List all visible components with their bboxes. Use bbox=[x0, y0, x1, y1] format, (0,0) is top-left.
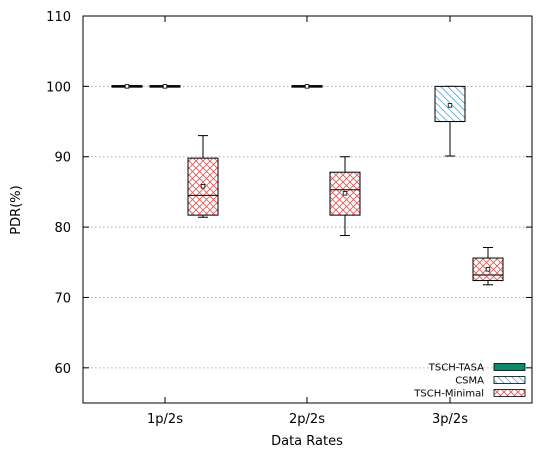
box-tsch-minimal-2p-2s bbox=[329, 156, 361, 237]
y-axis-ticks: 60 70 80 90 100 110 bbox=[46, 10, 532, 377]
y-tick-label: 90 bbox=[54, 151, 71, 166]
box-tsch-minimal-3p-2s bbox=[472, 246, 504, 286]
mean-marker bbox=[304, 84, 310, 89]
y-tick-label: 60 bbox=[54, 362, 71, 377]
box-csma-2p-2s bbox=[291, 84, 323, 89]
mean-marker bbox=[124, 84, 130, 89]
legend-label: TSCH-TASA bbox=[428, 363, 484, 374]
legend-entry: TSCH-TASA bbox=[428, 363, 526, 374]
legend-label: TSCH-Minimal bbox=[413, 389, 484, 400]
mean-marker bbox=[447, 103, 453, 108]
x-axis-label: Data Rates bbox=[271, 434, 343, 449]
y-tick-label: 100 bbox=[46, 80, 71, 95]
legend-swatch bbox=[493, 389, 526, 397]
box-plot-boxes bbox=[111, 84, 504, 286]
y-tick-label: 70 bbox=[54, 291, 71, 306]
mean-marker bbox=[342, 191, 348, 196]
legend: TSCH-TASA CSMA TSCH-Minimal bbox=[413, 363, 526, 400]
x-tick-label: 1p/2s bbox=[147, 412, 183, 427]
x-tick-label: 3p/2s bbox=[432, 412, 468, 427]
x-axis-ticks: 1p/2s 2p/2s 3p/2s bbox=[147, 16, 468, 427]
mean-marker bbox=[162, 84, 168, 89]
y-axis-label: PDR(%) bbox=[9, 185, 24, 234]
box-tsch-minimal-1p-2s bbox=[187, 135, 219, 218]
legend-swatch bbox=[493, 363, 526, 371]
y-tick-label: 110 bbox=[46, 10, 71, 25]
legend-entry: CSMA bbox=[455, 376, 526, 387]
y-tick-label: 80 bbox=[54, 221, 71, 236]
mean-marker bbox=[485, 267, 491, 272]
mean-marker bbox=[200, 184, 206, 189]
x-tick-label: 2p/2s bbox=[289, 412, 325, 427]
plot-frame bbox=[82, 15, 533, 404]
grid-lines bbox=[83, 85, 532, 369]
legend-swatch bbox=[493, 376, 526, 384]
box-csma-1p-2s bbox=[149, 84, 181, 89]
legend-label: CSMA bbox=[455, 376, 484, 387]
box-csma-3p-2s bbox=[434, 85, 466, 157]
legend-entry: TSCH-Minimal bbox=[413, 389, 526, 400]
box-tsch-tasa-1p-2s bbox=[111, 84, 143, 89]
